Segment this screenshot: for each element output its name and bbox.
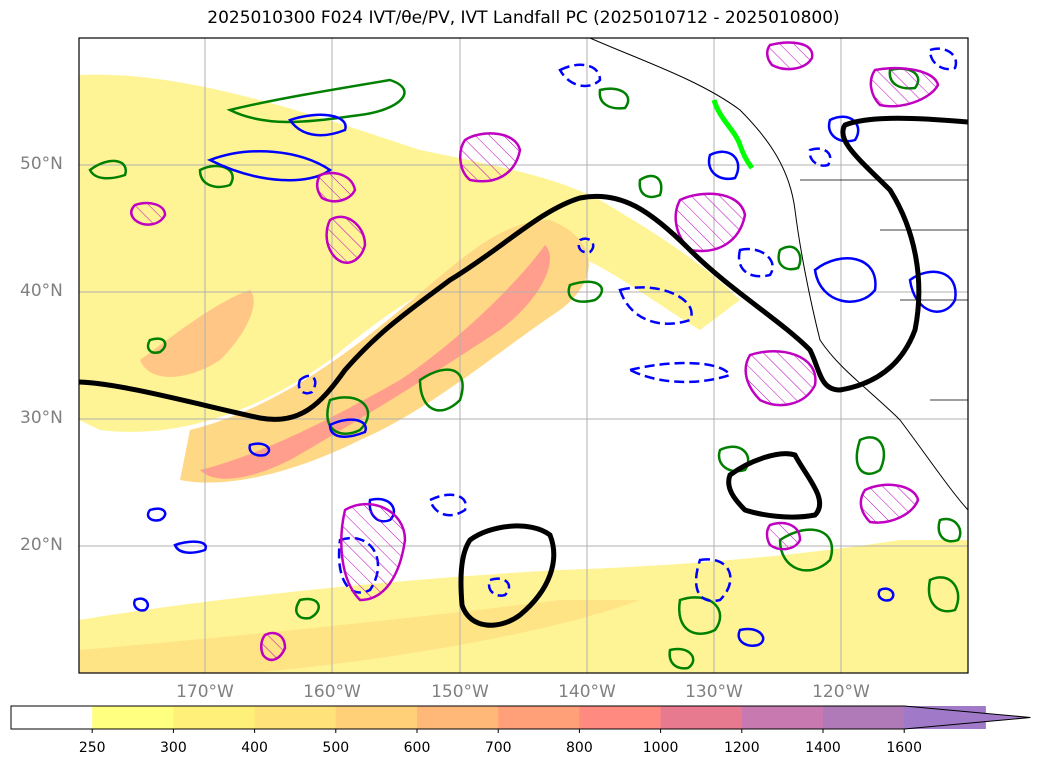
landfall-segment — [711, 99, 755, 170]
colorbar-tick-label: 600 — [403, 740, 431, 756]
colorbar-segment — [173, 706, 256, 729]
colorbar-segment — [823, 706, 905, 729]
colorbar-segment — [11, 706, 93, 729]
map-frame — [78, 37, 969, 674]
colorbar-segment — [579, 706, 662, 729]
lat-label-50: 50°N — [20, 154, 63, 174]
colorbar-tick-label: 1000 — [642, 740, 679, 756]
colorbar-segment — [660, 706, 743, 729]
colorbar-tick-label: 1600 — [886, 740, 922, 756]
colorbar-tick-label: 400 — [241, 740, 268, 756]
ivt-threshold-contour — [79, 115, 968, 628]
lon-label-160w: 160°W — [303, 682, 361, 702]
colorbar-segment — [254, 706, 337, 729]
colorbar-outline — [10, 705, 1031, 730]
ivt-band-west — [140, 290, 254, 377]
lon-label-140w: 140°W — [558, 682, 616, 702]
colorbar-tick-label: 500 — [322, 740, 350, 756]
ivt-band-south-inner — [79, 600, 640, 673]
theta-e-contours — [88, 67, 962, 670]
colorbar-tick-label: 250 — [78, 740, 106, 756]
colorbar-segment — [498, 706, 580, 729]
map-area — [79, 38, 968, 673]
lon-label-170w: 170°W — [176, 682, 234, 702]
colorbar-segment — [417, 706, 499, 729]
graticule — [79, 38, 968, 673]
ivt-shading — [79, 74, 968, 673]
colorbar-segment — [335, 706, 418, 729]
colorbar-extend-arrow — [904, 706, 1031, 729]
colorbar-segment — [741, 706, 824, 729]
lon-label-130w: 130°W — [685, 682, 743, 702]
ivt-band-north — [79, 74, 740, 432]
colorbar-tick-label: 800 — [566, 740, 593, 756]
colorbar-tick-label: 1200 — [723, 740, 760, 756]
colorbar — [10, 705, 1031, 733]
coastline — [589, 38, 968, 511]
colorbar-segment — [92, 706, 174, 729]
lat-label-20: 20°N — [20, 535, 63, 555]
ivt-contour-loop-south — [458, 523, 557, 628]
lon-label-120w: 120°W — [812, 682, 870, 702]
ivt-contour-loop-east — [726, 451, 823, 520]
pv-negative-regions — [130, 41, 940, 662]
lat-label-40: 40°N — [20, 281, 63, 301]
lon-label-150w: 150°W — [431, 682, 489, 702]
map-title: 2025010300 F024 IVT/θe/PV, IVT Landfall … — [207, 8, 840, 28]
colorbar-tick-label: 700 — [484, 740, 512, 756]
colorbar-tick-label: 1400 — [805, 740, 841, 756]
lat-label-30: 30°N — [20, 408, 63, 428]
colorbar-tick-label: 300 — [160, 740, 187, 756]
